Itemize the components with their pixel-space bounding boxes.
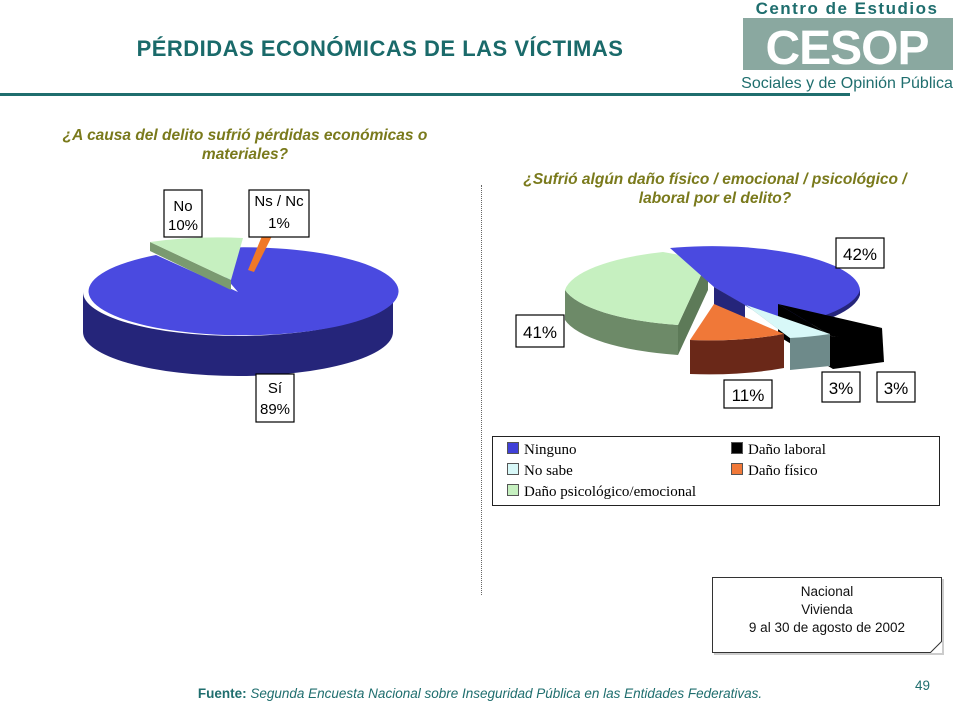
- chart1-slice-no: [150, 237, 243, 280]
- chart2-value-fisico: 11%: [732, 386, 765, 405]
- note-line3: 9 al 30 de agosto de 2002: [748, 620, 906, 635]
- logo-line1: Centro de Estudios: [756, 0, 939, 18]
- chart1-value-nsnc: 1%: [268, 215, 290, 232]
- chart1-label-nsnc: Ns / Nc: [254, 193, 304, 210]
- page-number: 49: [915, 678, 931, 693]
- chart1-label-si: Sí: [268, 380, 283, 397]
- legend-item-nosabe: No sabe: [507, 463, 573, 479]
- survey-note: Nacional Vivienda 9 al 30 de agosto de 2…: [712, 577, 942, 653]
- chart2-value-nosabe: 3%: [829, 379, 854, 398]
- chart1-value-si: 89%: [260, 401, 290, 418]
- chart1-slice-si-side: [83, 292, 393, 376]
- chart2-slice-psicologico: [565, 252, 708, 325]
- chart1-label-no: No: [173, 198, 192, 215]
- chart2-legend: Ninguno Daño laboral No sabe Daño físico…: [492, 436, 940, 506]
- chart2-pie: 42% 41% 11% 3% 3%: [515, 237, 916, 409]
- chart2-slice-nosabe: [746, 305, 830, 338]
- chart1-slice-no-side: [150, 242, 231, 290]
- chart2-slice-fisico: [690, 304, 784, 341]
- footer-text: Segunda Encuesta Nacional sobre Inseguri…: [250, 686, 763, 701]
- logo-block: [743, 18, 953, 70]
- chart2-value-psicologico: 41%: [523, 323, 557, 342]
- page-title: PÉRDIDAS ECONÓMICAS DE LAS VÍCTIMAS: [136, 36, 624, 61]
- chart2-question: ¿Sufrió algún daño físico / emocional / …: [523, 171, 907, 207]
- legend-item-fisico: Daño físico: [731, 463, 818, 479]
- chart2-slice-ninguno: [670, 246, 860, 326]
- chart1-slice-si: [88, 247, 399, 336]
- cesop-logo: Centro de Estudios CESOP Sociales y de O…: [741, 0, 953, 92]
- chart1-slice-nsnc: [248, 236, 272, 272]
- legend-item-ninguno: Ninguno: [507, 442, 577, 458]
- note-line1: Nacional: [800, 584, 854, 599]
- logo-line2: Sociales y de Opinión Pública: [741, 75, 953, 92]
- chart1-question: ¿A causa del delito sufrió pérdidas econ…: [62, 127, 428, 163]
- chart2-slice-laboral: [778, 304, 882, 337]
- chart1-pie: No 10% Ns / Nc 1% Sí 89%: [83, 189, 399, 423]
- chart2-value-laboral: 3%: [884, 379, 909, 398]
- legend-item-psicologico: Daño psicológico/emocional: [507, 484, 696, 500]
- chart2-value-ninguno: 42%: [843, 245, 877, 264]
- column-divider: [481, 185, 482, 595]
- note-fold-icon: [930, 641, 942, 653]
- logo-mark: CESOP: [765, 22, 928, 75]
- chart1-value-no: 10%: [168, 217, 198, 234]
- chart2-slice-nosabe-side: [746, 305, 830, 370]
- note-line2: Vivienda: [801, 602, 853, 617]
- legend-item-laboral: Daño laboral: [731, 442, 826, 458]
- title-rule: [0, 93, 850, 96]
- footer-label: Fuente:: [197, 686, 247, 701]
- source-footer: Fuente: Segunda Encuesta Nacional sobre …: [0, 686, 960, 701]
